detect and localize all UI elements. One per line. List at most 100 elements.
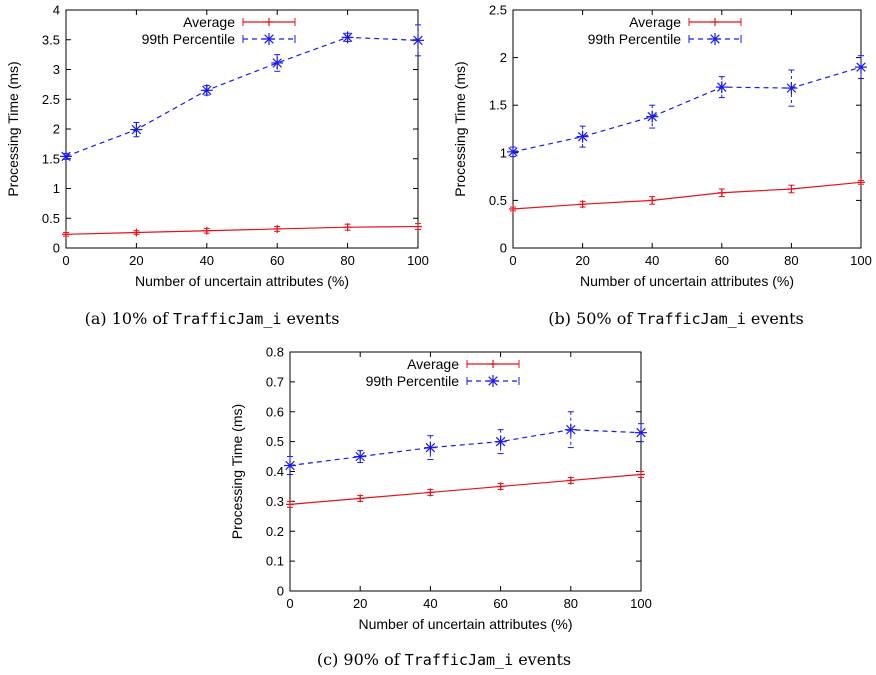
chart-panel-b: 0 0.5 1 1.5 2 2.5 0 20 40 60 80 100 Number of uncert… xyxy=(452,3,872,329)
legend-marker xyxy=(265,18,273,26)
legend-marker xyxy=(489,360,497,368)
y-tick-label: 0.5 xyxy=(266,434,284,449)
series-average xyxy=(286,470,645,509)
series-line xyxy=(65,225,419,235)
x-tick-label: 40 xyxy=(645,253,659,268)
x-tick-label: 60 xyxy=(715,253,729,268)
y-tick-label: 3.5 xyxy=(42,32,60,47)
figure-caption: (a) 10% of TrafficJam_i events xyxy=(85,309,340,328)
data-point xyxy=(857,178,865,187)
y-tick-label: 1 xyxy=(53,181,60,196)
data-point xyxy=(414,222,422,231)
series-99th-percentile xyxy=(60,24,424,163)
data-point xyxy=(62,230,70,239)
y-axis-label: Processing Time (ms) xyxy=(229,404,245,539)
data-point xyxy=(566,476,575,485)
data-point xyxy=(576,130,589,143)
x-tick-label: 80 xyxy=(340,253,354,268)
x-tick-label: 80 xyxy=(784,253,798,268)
data-point xyxy=(494,435,507,448)
data-point xyxy=(424,441,437,454)
y-tick-label: 0.8 xyxy=(266,345,284,360)
x-tick-label: 20 xyxy=(129,253,143,268)
error-bar xyxy=(567,411,574,449)
x-tick-label: 60 xyxy=(270,253,284,268)
legend-marker xyxy=(487,375,499,387)
data-point xyxy=(202,226,211,235)
series-line xyxy=(65,36,419,157)
legend-entry-average: Average xyxy=(407,356,520,372)
x-tick-label: 20 xyxy=(575,253,589,268)
figure-caption: (b) 50% of TrafficJam_i events xyxy=(548,309,804,328)
x-tick-label: 80 xyxy=(564,596,578,611)
y-tick-label: 4 xyxy=(53,3,60,18)
data-point xyxy=(130,123,143,136)
x-tick-label: 40 xyxy=(423,596,437,611)
y-tick-label: 0.3 xyxy=(266,494,284,509)
legend-marker xyxy=(709,33,721,45)
error-bar xyxy=(579,125,586,148)
plot-frame xyxy=(512,9,862,249)
error-bar xyxy=(718,76,725,99)
legend-label: 99th Percentile xyxy=(142,31,236,47)
x-tick-label: 0 xyxy=(62,253,69,268)
legend-entry-99th-percentile: 99th Percentile xyxy=(588,31,742,47)
data-point xyxy=(507,145,519,158)
data-point xyxy=(564,423,577,436)
legend-entry-99th-percentile: 99th Percentile xyxy=(366,373,520,389)
data-point xyxy=(426,488,435,497)
y-axis-label: Processing Time (ms) xyxy=(452,61,468,196)
series-line xyxy=(289,429,642,467)
data-point xyxy=(132,228,141,237)
data-point xyxy=(284,459,296,472)
legend-label: Average xyxy=(183,14,235,30)
y-tick-label: 0.2 xyxy=(266,524,284,539)
y-tick-label: 0.5 xyxy=(42,211,60,226)
legend-entry-average: Average xyxy=(629,14,742,30)
y-tick-label: 2 xyxy=(500,50,507,65)
series-line xyxy=(289,473,642,505)
data-point xyxy=(200,84,213,97)
x-axis-label: Number of uncertain attributes (%) xyxy=(580,273,794,289)
x-axis-label: Number of uncertain attributes (%) xyxy=(135,273,349,289)
x-tick-label: 60 xyxy=(493,596,507,611)
legend-marker xyxy=(711,18,719,26)
legend-label: 99th Percentile xyxy=(588,31,682,47)
series-line xyxy=(512,66,862,153)
y-tick-label: 0.6 xyxy=(266,404,284,419)
y-tick-label: 2.5 xyxy=(489,3,507,18)
error-bar xyxy=(415,24,421,57)
series-average xyxy=(62,222,422,239)
data-point xyxy=(343,223,352,232)
legend-label: Average xyxy=(629,14,681,30)
x-tick-label: 40 xyxy=(200,253,214,268)
data-point xyxy=(715,81,728,94)
data-point xyxy=(635,426,647,439)
data-point xyxy=(412,34,424,47)
x-tick-label: 100 xyxy=(850,253,872,268)
error-bar xyxy=(649,104,656,129)
y-tick-label: 0.5 xyxy=(489,193,507,208)
y-tick-label: 0.4 xyxy=(266,464,284,479)
y-tick-label: 0 xyxy=(500,241,507,256)
series-99th-percentile xyxy=(507,55,867,158)
data-point xyxy=(273,224,282,233)
y-tick-label: 0.7 xyxy=(266,374,284,389)
y-tick-label: 0 xyxy=(53,241,60,256)
data-point xyxy=(717,188,726,197)
error-bar xyxy=(858,55,864,80)
legend-label: Average xyxy=(407,356,459,372)
data-point xyxy=(637,470,645,479)
y-tick-label: 1 xyxy=(500,145,507,160)
y-axis-label: Processing Time (ms) xyxy=(5,61,21,196)
y-tick-label: 0.1 xyxy=(266,554,284,569)
legend-entry-average: Average xyxy=(183,14,296,30)
data-point xyxy=(855,61,867,74)
data-point xyxy=(578,200,587,209)
y-tick-label: 1.5 xyxy=(489,98,507,113)
data-point xyxy=(60,150,72,163)
data-point xyxy=(787,184,796,193)
y-tick-label: 3 xyxy=(53,62,60,77)
